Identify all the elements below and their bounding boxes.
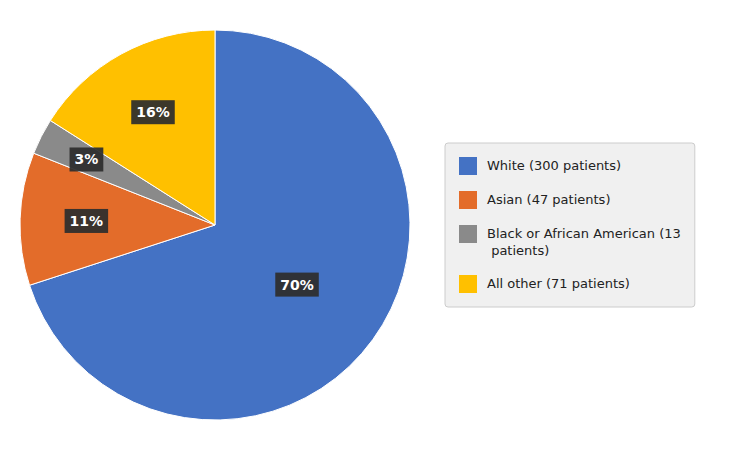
- data-label-box: [131, 100, 175, 124]
- pie-slice: [30, 30, 410, 420]
- legend-label-line: Asian (47 patients): [487, 192, 610, 207]
- legend-swatch: [459, 275, 477, 293]
- data-label-group: 11%: [65, 209, 109, 233]
- data-label-group: 70%: [275, 273, 319, 297]
- legend-label: Asian (47 patients): [487, 192, 610, 207]
- data-label: 70%: [280, 277, 314, 293]
- data-label-group: 16%: [131, 100, 175, 124]
- legend-swatch: [459, 225, 477, 243]
- legend-frame: [445, 143, 695, 307]
- pie-slice: [50, 30, 215, 225]
- legend-label: Black or African American (13 patients): [487, 226, 681, 258]
- data-label-box: [70, 147, 104, 171]
- legend-label: All other (71 patients): [487, 276, 630, 291]
- data-label: 3%: [75, 151, 99, 167]
- legend-swatch: [459, 191, 477, 209]
- legend-swatch: [459, 157, 477, 175]
- data-labels: 70% 11% 3% 16%: [65, 100, 319, 296]
- data-label-box: [275, 273, 319, 297]
- data-label-group: 3%: [70, 147, 104, 171]
- legend-label-line: White (300 patients): [487, 158, 621, 173]
- data-label: 11%: [70, 213, 104, 229]
- chart: 70% 11% 3% 16% White (300 patients) Asian (47…: [0, 0, 752, 451]
- legend-label: White (300 patients): [487, 158, 621, 173]
- legend-label-line: patients): [487, 243, 549, 258]
- legend-label-line: Black or African American (13: [487, 226, 681, 241]
- legend-label-line: All other (71 patients): [487, 276, 630, 291]
- data-label: 16%: [136, 104, 170, 120]
- pie: [20, 30, 410, 420]
- legend: White (300 patients) Asian (47 patients) B…: [445, 143, 695, 307]
- data-label-box: [65, 209, 109, 233]
